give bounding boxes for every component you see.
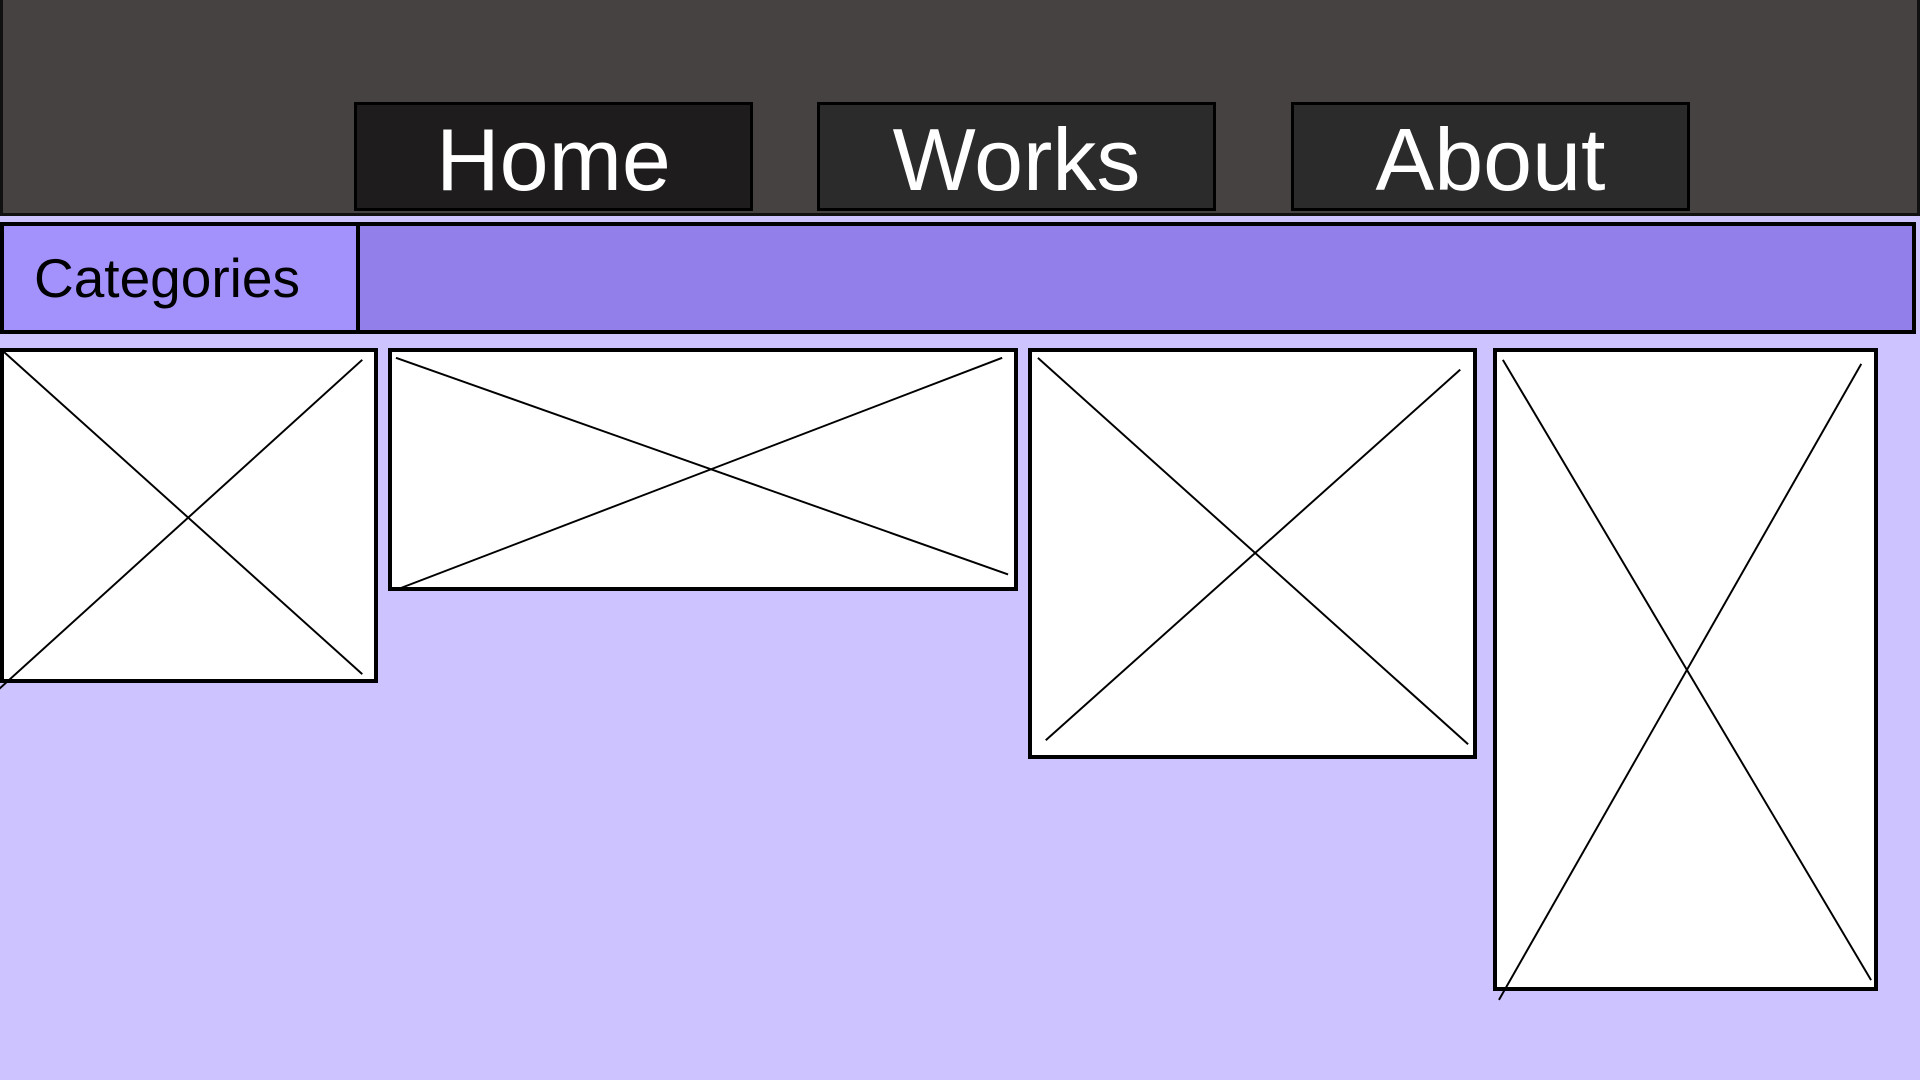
image-placeholder-icon	[1037, 357, 1469, 745]
nav-home-button[interactable]: Home	[354, 102, 753, 211]
category-bar: Categories	[0, 222, 1916, 334]
top-navigation-bar: Home Works About	[0, 0, 1920, 216]
categories-button[interactable]: Categories	[4, 226, 360, 330]
image-placeholder-icon	[1498, 359, 1872, 1001]
gallery-image-3[interactable]	[1028, 348, 1477, 759]
gallery-image-2[interactable]	[388, 348, 1018, 591]
nav-works-button[interactable]: Works	[817, 102, 1216, 211]
nav-about-button[interactable]: About	[1291, 102, 1690, 211]
image-placeholder-icon	[395, 356, 1009, 591]
image-placeholder-icon	[0, 351, 363, 690]
gallery-image-4[interactable]	[1493, 348, 1878, 1001]
gallery-image-1[interactable]	[0, 348, 378, 690]
